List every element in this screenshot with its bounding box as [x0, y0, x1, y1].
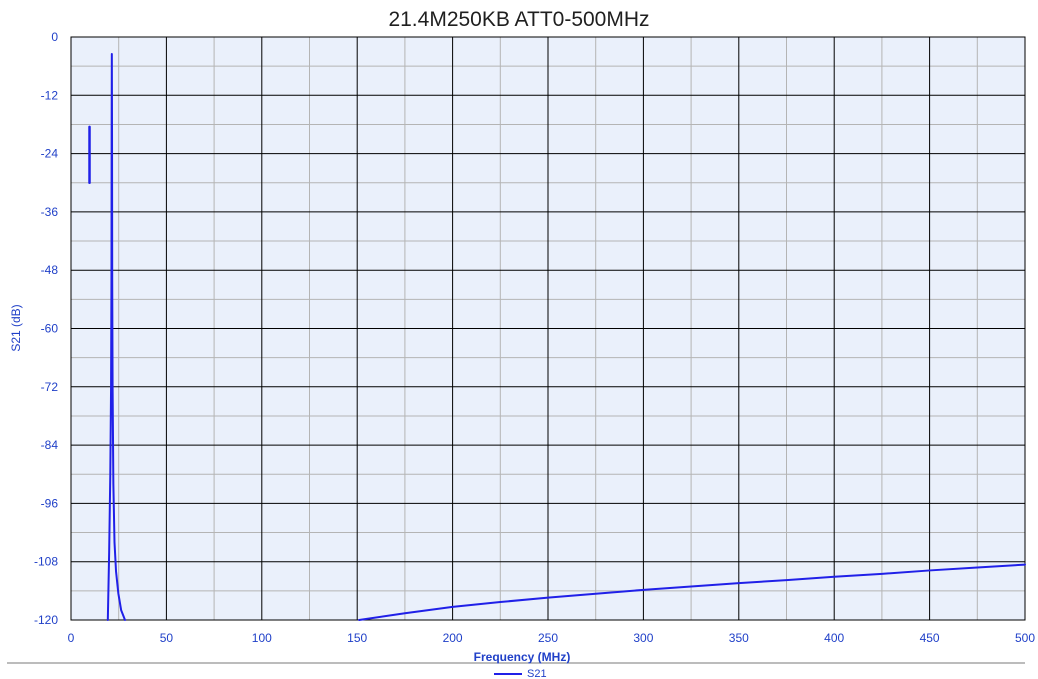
y-tick-label: -120	[34, 613, 58, 627]
y-tick-label: -48	[41, 263, 59, 277]
x-tick-label: 0	[68, 631, 75, 645]
series-layer	[88, 53, 1026, 621]
x-tick-label: 400	[824, 631, 844, 645]
y-tick-label: -60	[41, 322, 59, 336]
y-tick-label: -108	[34, 555, 58, 569]
x-tick-label: 50	[160, 631, 174, 645]
series-s21-line-segment-1	[106, 53, 126, 621]
y-tick-label: -36	[41, 205, 59, 219]
x-tick-label: 100	[252, 631, 272, 645]
x-tick-label: 200	[443, 631, 463, 645]
y-tick-labels: 0 -12 -24 -36 -48 -60 -72 -84 -96 -108 -120	[34, 30, 58, 627]
y-axis-label: S21 (dB)	[9, 304, 23, 351]
series-s21-line-segment-3	[358, 563, 1026, 621]
y-tick-label: 0	[51, 30, 58, 44]
x-tick-label: 300	[633, 631, 653, 645]
x-tick-label: 500	[1015, 631, 1035, 645]
y-tick-label: -24	[41, 147, 59, 161]
x-tick-label: 350	[729, 631, 749, 645]
major-grid	[70, 36, 1026, 621]
y-tick-label: -84	[41, 438, 59, 452]
x-tick-label: 450	[920, 631, 940, 645]
chart-title: 21.4M250KB ATT0-500MHz	[388, 8, 649, 31]
x-tick-label: 250	[538, 631, 558, 645]
y-tick-label: -96	[41, 496, 59, 510]
y-tick-label: -12	[41, 88, 59, 102]
y-tick-label: -72	[41, 380, 59, 394]
plot-border	[70, 36, 1026, 621]
x-tick-label: 150	[347, 631, 367, 645]
x-axis-label: Frequency (MHz)	[474, 650, 571, 664]
x-tick-labels: 0 50 100 150 200 250 300 350 400 450 500	[68, 631, 1036, 645]
legend-label-s21: S21	[527, 668, 547, 679]
